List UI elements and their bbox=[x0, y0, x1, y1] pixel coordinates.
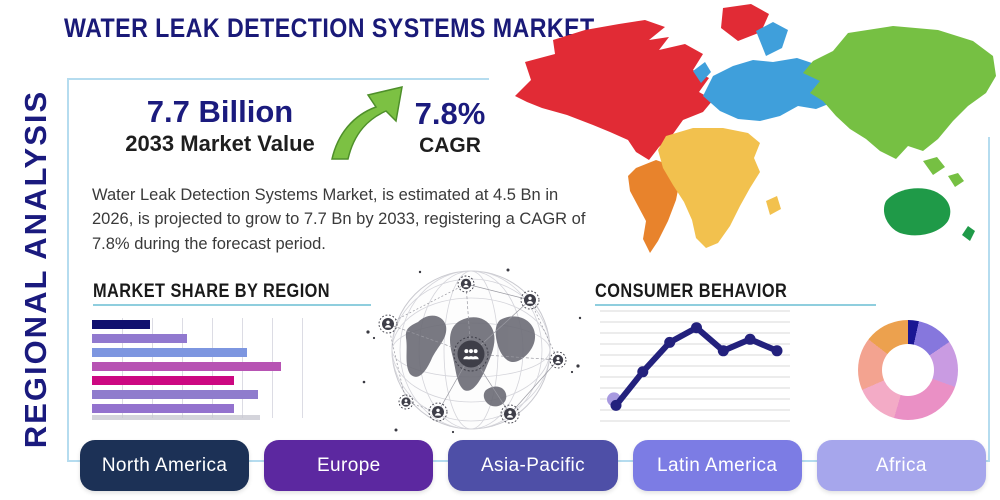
region-button-africa[interactable]: Africa bbox=[816, 440, 987, 491]
consumer-behavior-line-chart bbox=[600, 310, 790, 422]
map-region-south-america bbox=[628, 160, 680, 253]
region-button-label: Europe bbox=[316, 454, 381, 476]
market-share-heading: MARKET SHARE BY REGION bbox=[93, 281, 331, 302]
growth-arrow-icon bbox=[331, 86, 403, 160]
map-region-se-asia-2 bbox=[948, 173, 964, 187]
region-button-asia-pacific[interactable]: Asia-Pacific bbox=[448, 440, 618, 491]
bar-chart-gridline bbox=[302, 318, 303, 418]
bar-region-1 bbox=[92, 320, 151, 329]
world-map-graphic bbox=[515, 4, 996, 253]
map-region-australia bbox=[883, 188, 951, 236]
cagr-stat: 7.8% CAGR bbox=[406, 96, 494, 158]
map-region-asia bbox=[803, 26, 996, 159]
consumer-behavior-heading: CONSUMER BEHAVIOR bbox=[595, 281, 788, 302]
region-button-europe[interactable]: Europe bbox=[264, 440, 434, 491]
market-share-bar-chart bbox=[92, 318, 307, 418]
map-region-north-america bbox=[515, 20, 713, 160]
region-button-label: Latin America bbox=[657, 454, 778, 476]
bar-region-3 bbox=[92, 348, 247, 357]
bar-region-6 bbox=[92, 390, 258, 399]
region-button-label: Africa bbox=[875, 454, 927, 476]
consumer-behavior-heading-rule bbox=[595, 304, 876, 306]
cagr-label: CAGR bbox=[419, 134, 481, 157]
map-region-uk bbox=[693, 62, 711, 83]
regional-donut-chart bbox=[858, 320, 958, 420]
globe-center-node bbox=[453, 336, 489, 372]
bar-chart-bars bbox=[92, 320, 282, 418]
region-button-north-america[interactable]: North America bbox=[80, 440, 250, 491]
market-value-stat: 7.7 Billion 2033 Market Value bbox=[100, 94, 340, 157]
side-vertical-label: REGIONAL ANALYSIS bbox=[18, 89, 53, 449]
region-button-latin-america[interactable]: Latin America bbox=[632, 440, 802, 491]
bar-chart-axis-shadow bbox=[92, 415, 260, 420]
globe-satellite-nodes bbox=[378, 275, 567, 424]
market-share-heading-rule bbox=[93, 304, 371, 306]
map-region-scandinavia bbox=[756, 22, 788, 56]
region-buttons-row: North America Europe Asia-Pacific Latin Ame… bbox=[80, 440, 987, 491]
map-region-madagascar bbox=[766, 196, 781, 215]
market-value-number: 7.7 Billion bbox=[146, 94, 294, 129]
globe-network-graphic bbox=[362, 268, 582, 434]
region-button-label: North America bbox=[101, 454, 228, 476]
region-button-label: Asia-Pacific bbox=[480, 454, 586, 476]
bar-region-2 bbox=[92, 334, 187, 343]
bar-region-4 bbox=[92, 362, 282, 371]
page-title: WATER LEAK DETECTION SYSTEMS MARKET bbox=[64, 13, 595, 43]
map-region-new-zealand bbox=[962, 226, 975, 241]
map-region-se-asia-1 bbox=[923, 157, 945, 175]
map-region-africa bbox=[658, 128, 760, 248]
market-value-label: 2033 Market Value bbox=[125, 131, 315, 156]
market-description: Water Leak Detection Systems Market, is … bbox=[92, 186, 586, 253]
bar-region-5 bbox=[92, 376, 234, 385]
bar-region-7 bbox=[92, 404, 234, 413]
donut-hole bbox=[882, 344, 934, 396]
cagr-number: 7.8% bbox=[414, 96, 486, 131]
